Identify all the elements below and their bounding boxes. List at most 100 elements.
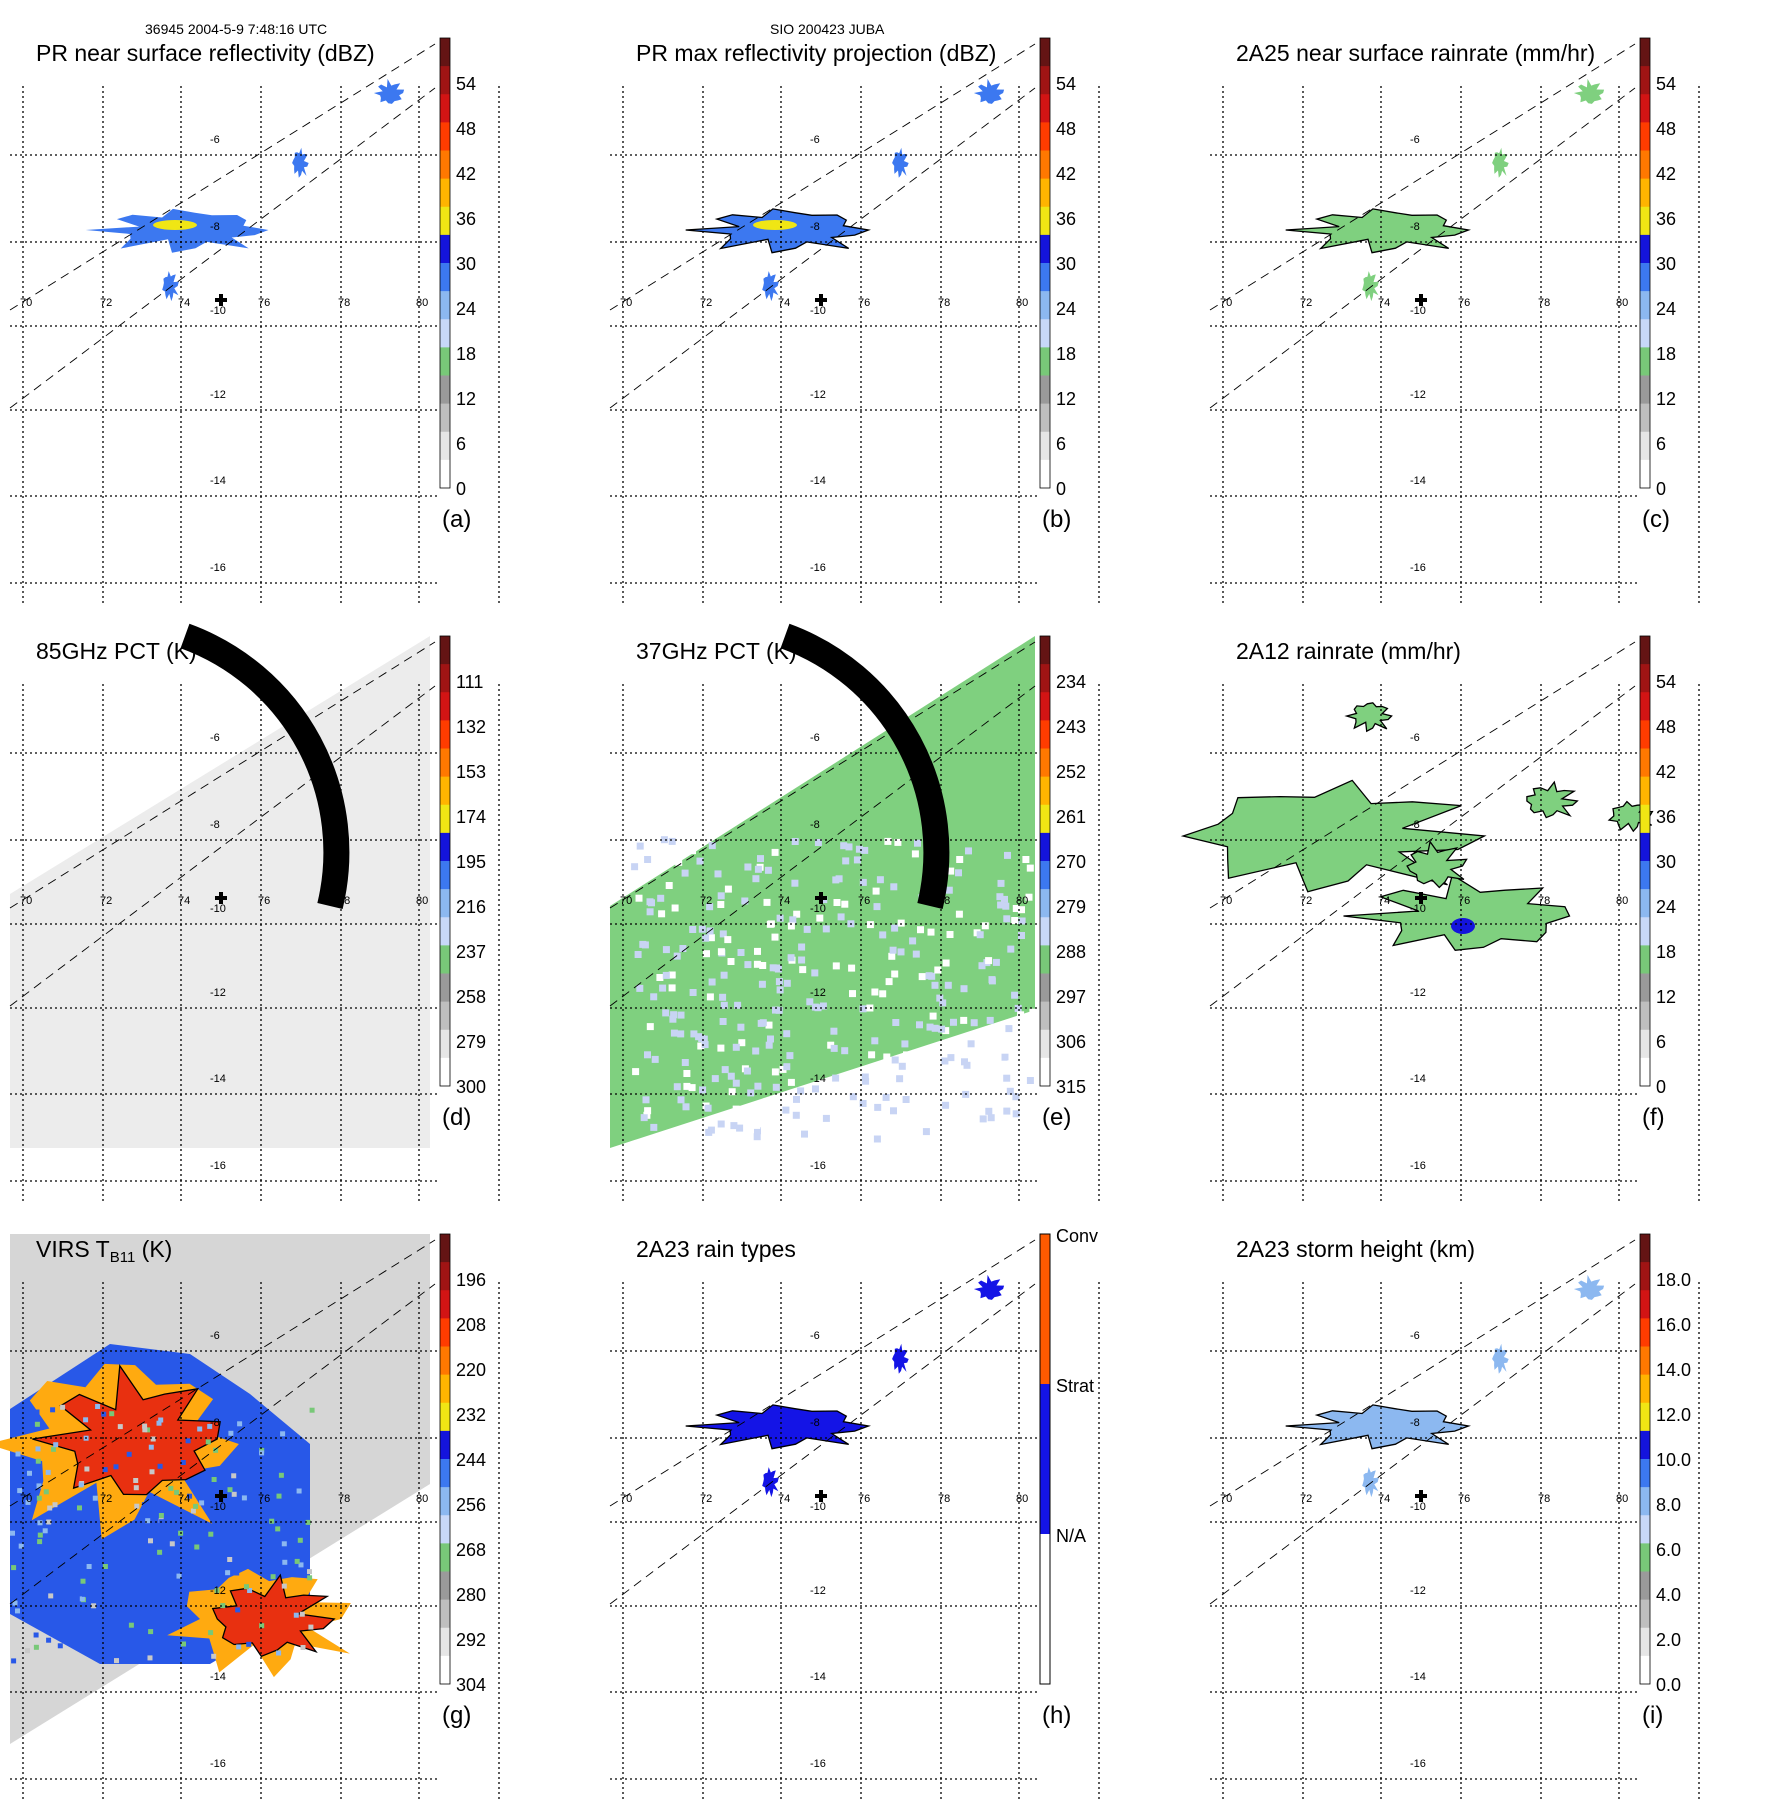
rain-region	[1526, 780, 1579, 819]
swath-pixel	[939, 999, 947, 1007]
colorbar-segment	[1040, 234, 1050, 264]
cloud-pixel	[270, 1574, 276, 1580]
cloud-pixel	[25, 1648, 30, 1654]
colorbar-segment	[1640, 1543, 1650, 1572]
cloud-pixel	[42, 1528, 48, 1534]
swath-pixel	[631, 863, 639, 871]
swath-pixel	[961, 1046, 969, 1054]
swath-pixel	[950, 1018, 957, 1026]
swath-pixel	[754, 865, 762, 873]
swath-pixel	[783, 1063, 791, 1071]
colorbar-tick-label: 288	[1056, 942, 1086, 962]
cloud-pixel	[92, 1495, 98, 1501]
cloud-pixel	[91, 1603, 97, 1609]
cloud-pixel	[84, 1466, 90, 1472]
panel-b: 70 72 74 76 78 80 -6 -8 -10 -12 -14 -16 54 48 42 36 30 24…	[609, 37, 1200, 604]
colorbar-segment	[1040, 431, 1050, 461]
lon-tick-label: 80	[416, 297, 428, 309]
cloud-pixel	[232, 1522, 238, 1528]
swath-pixel	[822, 925, 830, 933]
cloud-pixel	[11, 1565, 17, 1571]
colorbar-segment	[1640, 889, 1650, 918]
echo-region	[162, 271, 179, 302]
panel-title-unit: (K)	[135, 1236, 173, 1262]
swath-pixel	[754, 947, 761, 955]
swath-pixel	[981, 922, 989, 930]
swath-pixel	[753, 960, 761, 968]
colorbar-segment	[1040, 122, 1050, 151]
map-e: 70 72 74 76 78 80 -6 -8 -10 -12 -14 -16 234 243 252 261…	[609, 623, 1100, 1202]
swath-pixel	[859, 1100, 867, 1107]
colorbar-segment	[1040, 636, 1050, 665]
panel-title-text: 2A23 rain types	[636, 1236, 796, 1262]
colorbar-segment	[440, 66, 450, 95]
panel-letter: (b)	[1042, 506, 1072, 533]
header-storm-id: SIO 200423 JUBA	[770, 21, 885, 37]
lat-tick-label: -8	[1410, 819, 1420, 831]
echo-region	[1573, 78, 1605, 104]
cloud-pixel	[205, 1439, 211, 1445]
colorbar-tick-label: 243	[1056, 717, 1086, 737]
colorbar-segment	[440, 945, 450, 974]
swath-pixel	[1007, 945, 1015, 953]
swath-pixel	[671, 904, 679, 912]
lat-tick-label: -16	[210, 562, 226, 574]
colorbar-segment	[1640, 692, 1650, 721]
colorbar-segment	[440, 38, 450, 67]
swath-edge	[609, 685, 1036, 1007]
swath-pixel	[931, 981, 939, 989]
swath-pixel	[689, 989, 697, 996]
swath-pixel	[698, 925, 706, 933]
swath-pixel	[791, 838, 799, 845]
swath-pixel	[922, 1128, 930, 1136]
cloud-pixel	[113, 1464, 119, 1470]
swath-pixel	[644, 1051, 651, 1059]
colorbar-tick-label: 196	[456, 1270, 486, 1290]
colorbar-tick-label: 237	[456, 942, 486, 962]
colorbar-tick-label: 24	[456, 299, 476, 319]
colorbar-tick-label: 18	[1056, 344, 1076, 364]
echo-region	[85, 208, 269, 253]
cloud-pixel	[269, 1518, 275, 1524]
lat-tick-label: -14	[210, 475, 226, 487]
map-c: 70 72 74 76 78 80 -6 -8 -10 -12 -14 -16 54 48 42 36 30 24…	[1209, 37, 1700, 604]
swath-pixel	[707, 934, 715, 942]
colorbar-segment	[440, 1234, 450, 1263]
cloud-pixel	[150, 1436, 156, 1442]
swath-pixel	[979, 1115, 987, 1123]
lon-tick-label: 80	[1616, 297, 1628, 309]
swath-pixel	[871, 988, 879, 996]
lat-tick-label: -10	[810, 1501, 826, 1513]
swath-pixel	[1012, 1066, 1019, 1073]
swath-pixel	[675, 858, 683, 866]
colorbar-segment	[440, 1402, 450, 1432]
panel-letter: (d)	[442, 1104, 472, 1131]
colorbar-segment	[1040, 720, 1050, 749]
swath-edge	[1209, 1283, 1636, 1605]
colorbar-segment	[1040, 1057, 1050, 1087]
swath-pixel	[902, 1096, 910, 1103]
swath-pixel	[717, 1120, 725, 1128]
colorbar-tick-label: 30	[1056, 254, 1076, 274]
panel-e: 70 72 74 76 78 80 -6 -8 -10 -12 -14 -16 234 243 252 261…	[609, 623, 1200, 1202]
colorbar-tick-label: 12	[1656, 389, 1676, 409]
swath-pixel	[871, 1037, 879, 1045]
colorbar-segment	[1040, 1384, 1050, 1534]
lon-tick-label: 70	[620, 297, 632, 309]
cloud-pixel	[82, 1591, 87, 1597]
lon-tick-label: 70	[20, 895, 32, 907]
cloud-pixel	[213, 1447, 219, 1453]
cloud-pixel	[231, 1491, 237, 1497]
colorbar-frame	[1039, 1233, 1051, 1685]
cloud-pixel	[128, 1622, 134, 1628]
radar-site-marker	[815, 1490, 827, 1502]
cloud-pixel	[280, 1431, 286, 1437]
swath-pixel	[894, 838, 902, 846]
radar-site-marker	[1415, 294, 1427, 306]
map-h: 70 72 74 76 78 80 -6 -8 -10 -12 -14 -16 Conv Strat N/A	[609, 1226, 1100, 1800]
colorbar-segment	[1040, 206, 1050, 236]
lon-tick-label: 70	[620, 1493, 632, 1505]
panel-c: 70 72 74 76 78 80 -6 -8 -10 -12 -14 -16 54 48 42 36 30 24…	[1209, 37, 1771, 604]
colorbar-segment	[1040, 66, 1050, 95]
colorbar-frame	[1039, 635, 1051, 1087]
